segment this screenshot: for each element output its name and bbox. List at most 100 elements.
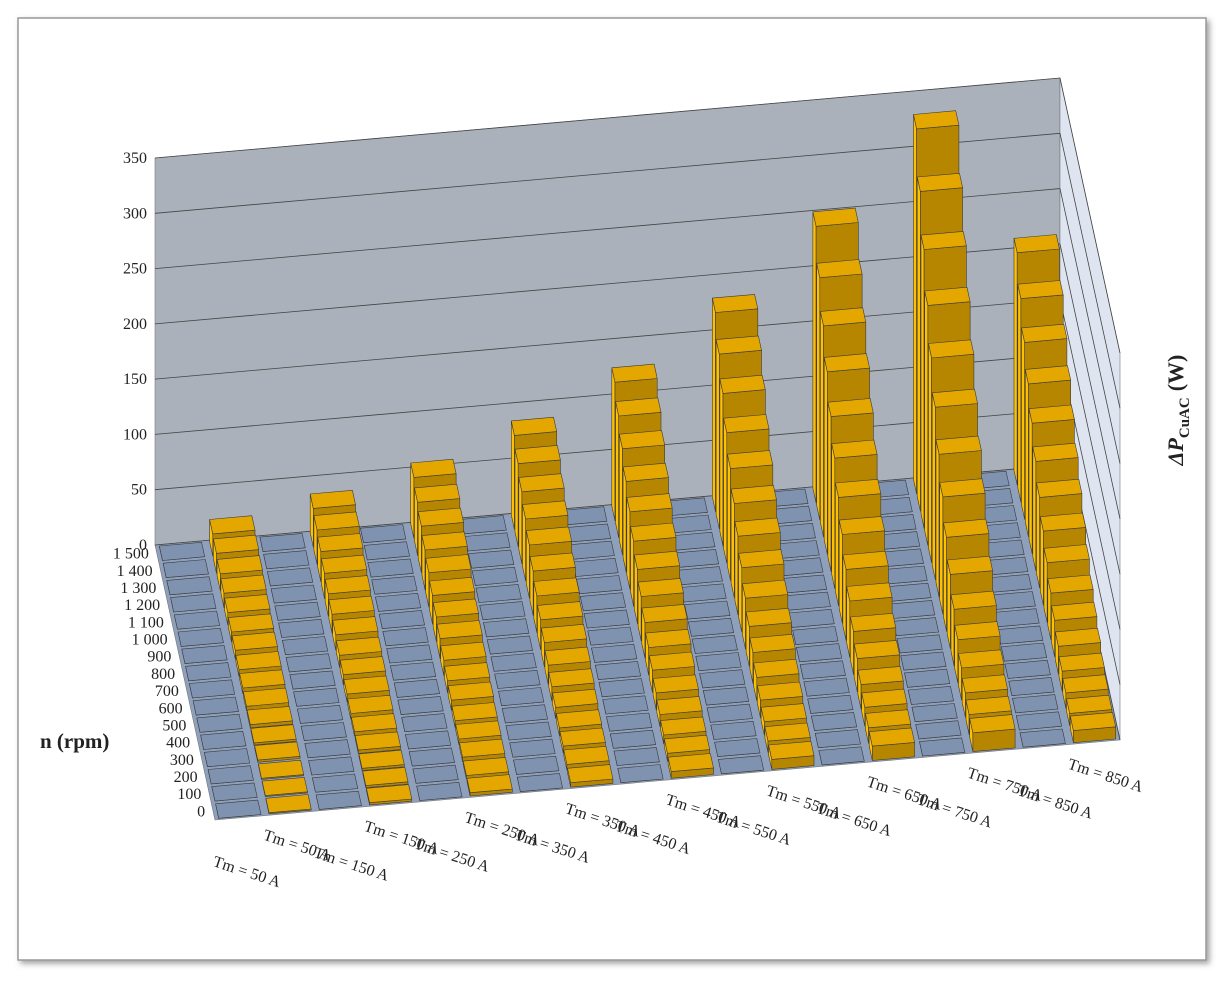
bar-top [215,799,262,819]
bar-top [768,740,815,760]
bar-top [865,709,912,729]
bar-top [189,679,235,699]
bar-top [468,549,515,569]
bar [170,593,217,613]
bar-top [166,576,213,596]
y-axis-title: n (rpm) [40,729,109,753]
bar [609,729,657,749]
bar [358,749,405,771]
bar [278,618,325,638]
bar-top [935,435,982,455]
z-tick-label: 300 [123,205,147,222]
bar-top [185,662,232,682]
bar-left [719,378,724,547]
bar-top [846,582,893,602]
bar-left [622,466,627,573]
bar-top [224,594,271,613]
bar [200,730,247,750]
bar-top [177,627,224,647]
bar [818,746,865,766]
bar [159,541,205,561]
bar-top [505,721,552,741]
bar-top [540,623,588,643]
bar-top [544,646,591,666]
bar-top [375,592,422,612]
bar-left [812,211,817,504]
bar [606,712,653,732]
bar-top [483,618,530,638]
bar-top [347,694,394,714]
bar [911,703,958,723]
bar [587,626,634,646]
bar-top [710,720,757,740]
bar [687,617,735,637]
bar-top [857,666,904,685]
bar [1012,694,1059,714]
bar-top [216,555,263,575]
bar [915,720,962,740]
bar-top [622,462,669,482]
bar-top [471,566,518,586]
bar [978,539,1025,559]
bar-top [730,484,777,504]
bar-left [1017,283,1022,503]
bar-top [501,704,548,724]
bar [308,756,355,776]
bar [811,712,858,731]
bar-left [626,497,631,590]
bar [475,584,522,603]
depth-tick-label: 500 [162,717,186,734]
bar [691,634,738,654]
bar-top [339,656,386,676]
bar-top [861,688,908,708]
bar-top [579,592,627,612]
bar-top [827,398,874,417]
bar [261,777,308,797]
bar [494,669,541,689]
bar [896,634,943,654]
bar-top [204,748,250,768]
bar-top [896,634,943,654]
bar [363,541,410,561]
bar-top [734,517,781,537]
bar [375,592,422,612]
bar [293,687,340,707]
bar-top [943,518,990,538]
bar-top [522,500,569,520]
bar-left [935,439,940,598]
bar-top [567,764,614,784]
bar-top [792,626,839,645]
bar-top [799,660,846,680]
bar-top [691,634,738,654]
bar-top [637,578,684,597]
bar-top [818,746,865,766]
bar [246,706,293,729]
bar-top [1051,601,1098,621]
bar-top [1004,659,1051,679]
bar [215,799,262,819]
bar [466,774,513,797]
bar-top [313,511,360,531]
bar [900,651,947,671]
bar-top [961,674,1008,694]
bar-top [1019,728,1066,748]
bar-left [615,401,620,538]
bar-left [924,290,929,546]
z-title-main: ΔP [1163,438,1188,467]
bar [1070,712,1116,744]
bar-top [924,286,971,306]
bar-top [537,601,584,621]
bar-top [513,755,560,775]
bar-top [239,669,286,689]
bar-left [723,417,728,564]
bar-top [753,658,800,678]
bar [468,549,515,569]
bar-left [712,297,716,512]
bar [591,643,638,663]
bar [412,764,459,784]
bar-top [367,558,414,578]
bar-top [220,574,267,594]
bar-top [258,759,305,779]
bar [166,576,213,596]
bar-top [656,696,703,715]
